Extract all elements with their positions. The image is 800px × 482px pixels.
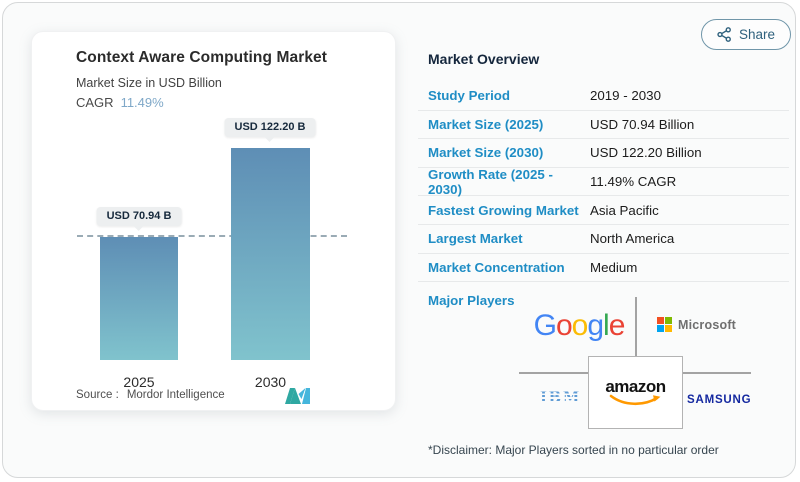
row-value: USD 70.94 Billion (590, 116, 695, 132)
market-size-chart-card: Context Aware Computing Market Market Si… (31, 31, 396, 411)
amazon-logo-box: amazon (588, 356, 683, 429)
source-label: Source : (76, 389, 119, 401)
cagr-line: CAGR 11.49% (76, 95, 164, 110)
chart-subtitle: Market Size in USD Billion (76, 76, 222, 90)
x-tick-2030: 2030 (254, 374, 287, 390)
row-label: Market Size (2025) (428, 116, 544, 132)
mordor-intelligence-logo-icon (285, 388, 310, 404)
chart-title: Context Aware Computing Market (76, 49, 328, 66)
cagr-label: CAGR (76, 95, 114, 110)
major-players-label: Major Players (428, 293, 515, 308)
table-row: Fastest Growing Market Asia Pacific (418, 196, 789, 225)
row-value: 11.49% CAGR (590, 174, 677, 190)
cagr-value: 11.49% (120, 95, 164, 110)
row-value: Medium (590, 259, 638, 275)
row-value: North America (590, 231, 675, 247)
share-button-label: Share (739, 27, 776, 42)
overview-table: Study Period 2019 - 2030 Market Size (20… (418, 82, 789, 283)
bar-chart-plot: USD 70.94 B 2025 USD 122.20 B 2030 (77, 117, 347, 390)
source-attribution: Source : Mordor Intelligence (76, 389, 225, 401)
bar-value-badge-2030: USD 122.20 B (224, 118, 316, 137)
row-label: Market Size (2030) (428, 145, 544, 161)
row-label: Largest Market (428, 231, 523, 247)
source-brand: Mordor Intelligence (126, 389, 225, 401)
table-row: Market Concentration Medium (418, 254, 789, 283)
x-tick-2025: 2025 (123, 374, 155, 390)
share-button[interactable]: Share (701, 19, 792, 50)
row-value: USD 122.20 Billion (590, 145, 702, 161)
players-disclaimer: *Disclaimer: Major Players sorted in no … (428, 443, 719, 457)
row-label: Market Concentration (428, 259, 565, 275)
table-row: Market Size (2030) USD 122.20 Billion (418, 139, 789, 168)
row-value: 2019 - 2030 (590, 88, 661, 104)
table-row: Market Size (2025) USD 70.94 Billion (418, 111, 789, 140)
row-value: Asia Pacific (590, 202, 659, 218)
table-row: Growth Rate (2025 - 2030) 11.49% CAGR (418, 166, 789, 197)
share-icon (717, 27, 731, 42)
table-row: Largest Market North America (418, 225, 789, 254)
google-logo: Google (533, 309, 626, 342)
bar-value-badge-2025: USD 70.94 B (96, 207, 182, 226)
microsoft-squares-icon (657, 317, 672, 332)
overview-title: Market Overview (428, 51, 540, 67)
microsoft-logo: Microsoft (657, 317, 736, 332)
bar-2025 (100, 237, 178, 360)
reference-dashed-line (77, 235, 347, 237)
row-label: Study Period (428, 88, 511, 104)
amazon-smile-icon (609, 394, 660, 406)
samsung-logo: SAMSUNG (687, 394, 752, 406)
row-label: Fastest Growing Market (428, 202, 579, 218)
players-vertical-connector (635, 297, 637, 374)
microsoft-wordmark: Microsoft (678, 317, 737, 332)
ibm-logo: IBM (540, 388, 581, 406)
row-label: Growth Rate (2025 - 2030) (428, 166, 553, 197)
bar-2030 (231, 148, 310, 360)
table-row: Study Period 2019 - 2030 (418, 82, 789, 111)
amazon-wordmark: amazon (605, 377, 666, 396)
